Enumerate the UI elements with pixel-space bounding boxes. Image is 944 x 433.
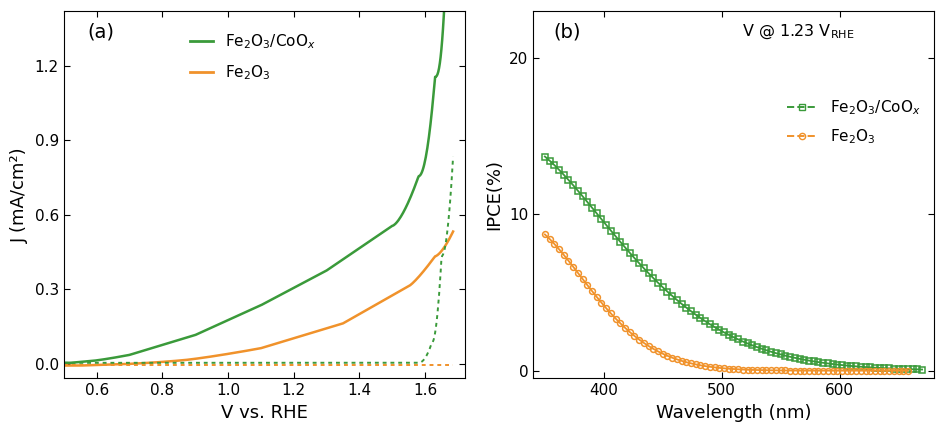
Legend: Fe$_2$O$_3$/CoO$_x$, Fe$_2$O$_3$: Fe$_2$O$_3$/CoO$_x$, Fe$_2$O$_3$ bbox=[183, 26, 321, 88]
X-axis label: Wavelength (nm): Wavelength (nm) bbox=[655, 404, 810, 422]
Text: (b): (b) bbox=[552, 22, 580, 41]
Y-axis label: IPCE(%): IPCE(%) bbox=[485, 159, 503, 230]
Text: (a): (a) bbox=[88, 22, 115, 41]
Text: V @ 1.23 V$_{\rm RHE}$: V @ 1.23 V$_{\rm RHE}$ bbox=[741, 22, 853, 41]
X-axis label: V vs. RHE: V vs. RHE bbox=[221, 404, 308, 422]
Legend: Fe$_2$O$_3$/CoO$_x$, Fe$_2$O$_3$: Fe$_2$O$_3$/CoO$_x$, Fe$_2$O$_3$ bbox=[780, 92, 925, 152]
Y-axis label: J (mA/cm²): J (mA/cm²) bbox=[11, 147, 29, 242]
